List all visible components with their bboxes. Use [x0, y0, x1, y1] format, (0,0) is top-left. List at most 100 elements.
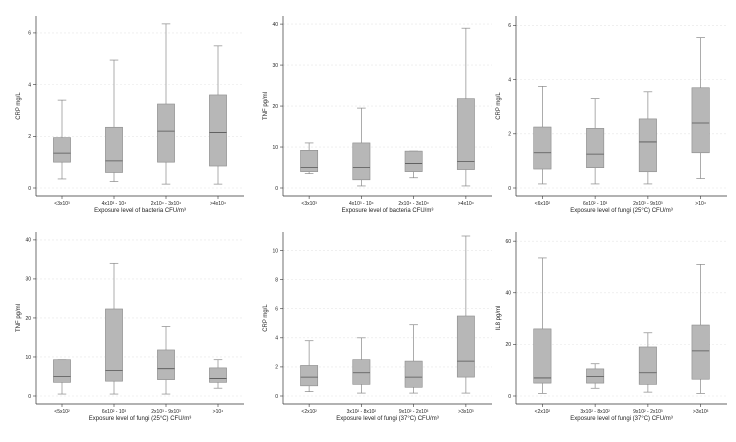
x-tick-label: <3x10³ [54, 201, 70, 207]
box-3: 9x10² - 2x10³ [399, 324, 429, 415]
x-tick-label: 2x10³ - 9x10³ [151, 409, 181, 415]
y-tick-label: 0 [275, 186, 278, 192]
iqr-box [456, 98, 475, 170]
y-tick-label: 4 [28, 82, 31, 88]
box-3: 2x10³ - 9x10³ [633, 91, 663, 207]
y-tick-label: 6 [275, 307, 278, 313]
iqr-box [300, 150, 319, 172]
y-tick-label: 20 [505, 342, 511, 348]
x-tick-label: <3x10³ [301, 201, 317, 207]
box-4: >10⁴ [209, 359, 227, 415]
x-tick-label: <2x10² [535, 409, 551, 415]
x-axis-title: Exposure level of fungi (37°C) CFU/m³ [570, 416, 672, 422]
x-axis-title: Exposure level of fungi (25°C) CFU/m³ [89, 416, 191, 422]
x-tick-label: 2x10⁴ - 3x10⁴ [151, 201, 181, 207]
x-axis-title: Exposure level of fungi (25°C) CFU/m³ [570, 208, 672, 214]
y-tick-label: 10 [272, 248, 278, 254]
box-2: 4x10³ - 10⁴ [102, 59, 126, 207]
iqr-box [638, 346, 657, 385]
box-3: 2x10⁴ - 3x10⁴ [398, 150, 429, 207]
iqr-box [53, 359, 71, 383]
y-tick-label: 60 [505, 239, 511, 245]
iqr-box [456, 315, 475, 378]
y-axis-title: CRP mg/L [263, 304, 269, 332]
x-tick-label: >10⁴ [695, 201, 706, 207]
y-tick-label: 4 [508, 77, 511, 83]
panel-5: 0 2 4 6 8 10 CRP mg/L <2x10² 3x10² - 8x10² 9x10² … [263, 232, 492, 422]
box-2: 6x10² - 10³ [102, 262, 127, 415]
y-tick-label: 2 [275, 365, 278, 371]
y-tick-label: 4 [275, 336, 278, 342]
y-tick-label: 0 [275, 394, 278, 400]
x-tick-label: >3x10³ [693, 409, 709, 415]
iqr-box [638, 118, 657, 173]
y-tick-label: 30 [25, 277, 31, 283]
x-axis-title: Exposure level of bacteria CFU/m³ [342, 208, 434, 214]
iqr-box [691, 324, 710, 380]
iqr-box [157, 349, 175, 380]
box-4: >4x10⁴ [209, 45, 227, 207]
iqr-box [105, 308, 123, 382]
x-tick-label: >10⁴ [213, 409, 224, 415]
x-tick-label: 9x10² - 2x10³ [399, 409, 429, 415]
y-axis-title: CRP mg/L [496, 92, 502, 120]
box-2: 6x10² - 10³ [583, 98, 608, 207]
y-tick-label: 0 [28, 186, 31, 192]
box-1: <2x10² [300, 340, 319, 415]
panel-1: 0 2 4 6 CRP mg/L <3x10³ 4x10³ - 10⁴ 2x10⁴ - 3x1… [16, 16, 244, 214]
y-tick-label: 40 [25, 238, 31, 244]
box-1: <2x10² [533, 257, 552, 415]
iqr-box [691, 87, 710, 154]
y-tick-label: 0 [508, 394, 511, 400]
y-tick-label: 0 [28, 394, 31, 400]
iqr-box [352, 359, 371, 385]
y-tick-label: 20 [25, 316, 31, 322]
x-tick-label: >3x10³ [458, 409, 474, 415]
box-4: >10⁴ [691, 37, 710, 207]
x-axis-title: Exposure level of bacteria CFU/m³ [94, 208, 186, 214]
y-tick-label: 10 [272, 145, 278, 151]
iqr-box [300, 365, 319, 387]
x-tick-label: 9x10² - 2x10³ [633, 409, 663, 415]
y-tick-label: 10 [25, 355, 31, 361]
x-tick-label: >4x10⁴ [210, 201, 226, 207]
x-tick-label: >4x10⁴ [458, 201, 474, 207]
box-2: 4x10³ - 10⁴ [349, 107, 374, 207]
y-axis-title: CRP mg/L [16, 92, 22, 120]
box-4: >3x10³ [456, 235, 475, 415]
box-3: 2x10⁴ - 3x10⁴ [151, 23, 181, 207]
iqr-box [404, 360, 423, 388]
y-axis-title: IL8 pg/ml [496, 306, 502, 331]
panel-6: 0 20 40 60 IL8 pg/ml <2x10² 3x10² - 8x10² 9x10²… [496, 232, 727, 422]
panel-2: 0 10 20 30 40 TNF pg/ml <3x10³ 4x10³ - 10⁴ 2x10⁴… [263, 16, 492, 214]
iqr-box [105, 126, 123, 173]
box-4: >4x10⁴ [456, 27, 475, 207]
x-tick-label: <5x10² [54, 409, 70, 415]
iqr-box [404, 150, 423, 172]
panel-4: 0 10 20 30 40 TNF pg/ml <5x10² 6x10² - 10³ 2x10³… [16, 232, 244, 422]
box-3: 9x10² - 2x10³ [633, 332, 663, 415]
x-tick-label: 4x10³ - 10⁴ [349, 201, 374, 207]
y-tick-label: 30 [272, 63, 278, 69]
x-tick-label: <6x10² [535, 201, 551, 207]
x-tick-label: 3x10² - 8x10² [347, 409, 377, 415]
x-axis-title: Exposure level of fungi (37°C) CFU/m³ [336, 416, 438, 422]
box-2: 3x10² - 8x10² [580, 363, 610, 415]
x-tick-label: 6x10² - 10³ [583, 201, 608, 207]
y-tick-label: 8 [275, 277, 278, 283]
box-4: >3x10³ [691, 264, 710, 415]
iqr-box [53, 137, 71, 163]
x-tick-label: 6x10² - 10³ [102, 409, 127, 415]
iqr-box [157, 103, 175, 163]
iqr-box [209, 94, 227, 167]
iqr-box [586, 128, 605, 168]
y-tick-label: 6 [28, 31, 31, 37]
panel-3: 0 2 4 6 CRP mg/L <6x10² 6x10² - 10³ 2x10³ - 9x1… [496, 16, 727, 214]
box-1: <5x10² [53, 359, 71, 415]
y-tick-label: 0 [508, 186, 511, 192]
y-tick-label: 40 [272, 22, 278, 28]
y-tick-label: 6 [508, 23, 511, 29]
box-3: 2x10³ - 9x10³ [151, 326, 181, 415]
box-1: <6x10² [533, 86, 552, 207]
